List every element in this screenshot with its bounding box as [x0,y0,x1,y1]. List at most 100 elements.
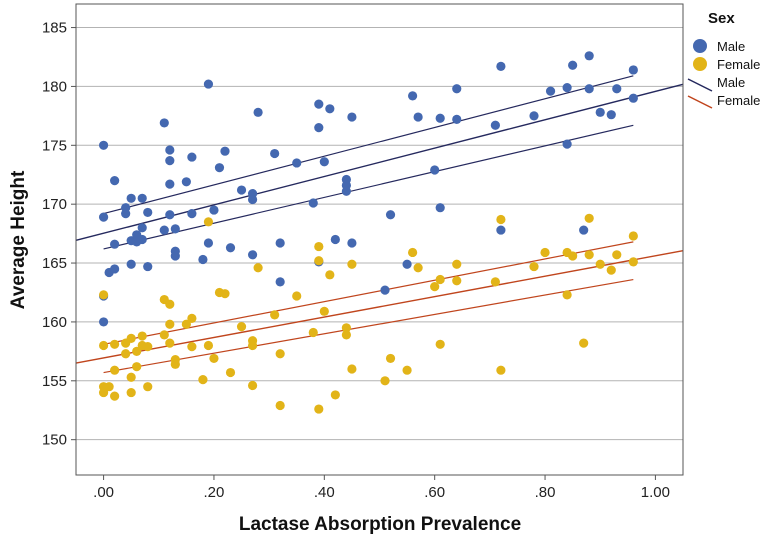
y-axis-ticks: 150 155 160 165 170 175 180 185 [42,20,76,449]
female-point [170,359,180,369]
y-tick-label: 170 [42,196,67,213]
male-point [143,207,153,218]
female-point [314,404,324,414]
female-point [143,382,153,392]
male-point [385,210,396,220]
female-point [612,250,622,260]
male-point [347,238,357,248]
male-point [110,264,120,274]
female-point [380,376,390,386]
female-point [209,353,219,364]
female-point [562,290,572,300]
male-point [203,79,214,89]
male-ci-lower-line [103,124,634,250]
female-point [187,313,197,323]
male-point [110,176,120,186]
female-point [595,259,605,269]
male-point [606,110,616,120]
male-point [402,259,412,269]
female-point [236,322,247,332]
male-point [110,239,120,249]
female-point [314,256,324,266]
female-point [435,274,445,285]
female-point [408,247,418,258]
male-point [181,177,191,187]
male-point [209,205,219,215]
male-point [126,259,136,269]
male-point [579,225,589,235]
male-point [325,104,335,114]
female-point [159,330,169,340]
female-point [126,372,136,382]
female-point [496,365,506,375]
female-point [110,365,120,375]
male-point [314,99,324,109]
male-point [628,65,638,75]
x-tick-label: .20 [204,484,225,501]
female-ci-lower-line [103,278,634,374]
female-point [220,289,230,299]
female-point [347,364,357,374]
female-point [435,339,445,349]
male-point [98,212,109,222]
male-point [165,210,175,220]
x-tick-label: .60 [424,484,445,501]
male-point [496,61,506,72]
male-point [270,148,280,159]
female-point [110,339,120,349]
female-point [247,340,258,351]
male-point [584,84,594,94]
female-point [347,259,357,269]
female-point [270,310,280,320]
female-point [430,282,440,292]
male-point [319,157,329,167]
male-point [452,114,462,124]
female-point [198,375,208,385]
male-point [165,179,175,189]
female-point [308,327,318,338]
female-point [628,231,638,241]
male-ci-upper-line [103,75,634,215]
female-point [314,241,324,252]
female-point [165,319,175,329]
male-point [435,203,445,213]
female-point [325,270,335,280]
female-point [606,265,616,275]
male-point [562,139,572,149]
male-point [568,60,578,70]
female-point [496,214,506,225]
x-axis-ticks: .00 .20 .40 .60 .80 1.00 [93,475,670,501]
male-point [98,317,109,327]
male-point [529,111,539,121]
y-tick-label: 150 [42,432,67,449]
female-point [584,213,594,223]
x-tick-label: .80 [535,484,556,501]
male-point [496,225,506,235]
male-point [159,118,169,128]
female-point [98,387,109,398]
fit-lines [75,75,684,374]
male-point [595,107,605,117]
y-tick-label: 180 [42,78,67,95]
female-point [413,263,423,273]
female-point [579,338,589,348]
female-point [203,340,214,351]
y-tick-label: 165 [42,255,67,272]
y-tick-label: 185 [42,20,67,37]
legend-male-label: Male [717,39,745,54]
female-ci-upper-line [103,241,634,345]
x-tick-label: .40 [314,484,335,501]
male-point [137,193,147,203]
male-point [253,107,263,117]
female-point [98,290,109,300]
male-point [198,254,208,265]
female-point [402,365,412,375]
female-point [187,342,197,352]
female-point [540,247,550,258]
female-point [104,382,114,392]
female-point [385,353,396,364]
female-point [203,217,214,227]
female-point [275,349,285,359]
female-point [529,261,539,272]
male-point [612,84,622,94]
